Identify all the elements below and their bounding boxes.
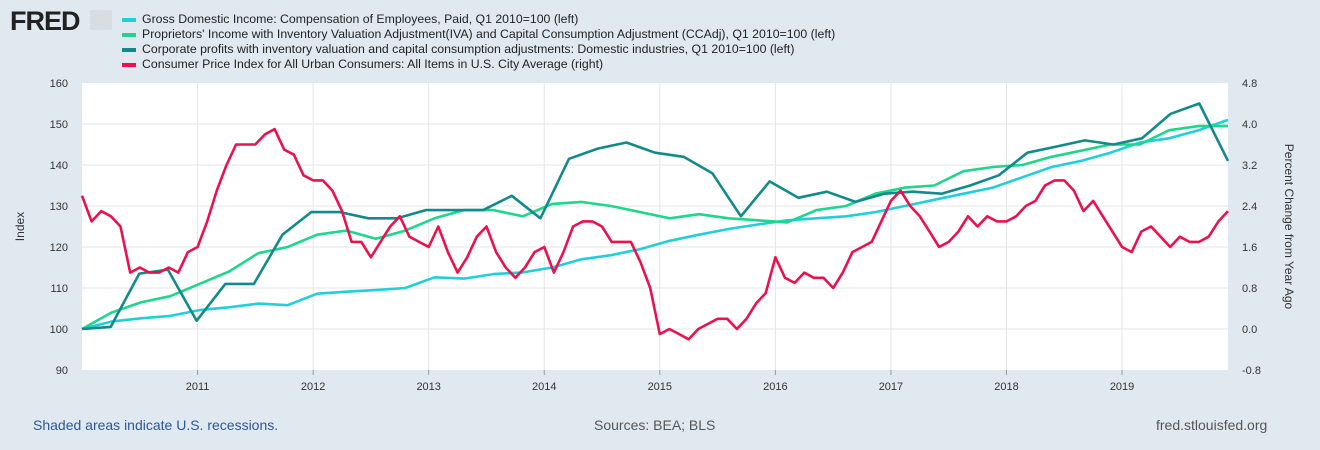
legend-swatch — [122, 32, 136, 37]
y-tick-label: 110 — [50, 283, 68, 295]
legend-label: Gross Domestic Income: Compensation of E… — [142, 12, 579, 26]
plot-area — [82, 83, 1228, 370]
y-axis-label: Index — [13, 212, 27, 241]
x-tick-label: 2017 — [879, 381, 903, 393]
y2-tick-label: 0.8 — [1242, 283, 1257, 295]
y2-tick-label: 4.0 — [1242, 119, 1257, 131]
y-tick-label: 90 — [56, 365, 68, 377]
legend-label: Corporate profits with inventory valuati… — [142, 42, 795, 56]
x-tick-label: 2018 — [994, 381, 1018, 393]
chart-logo-icon — [90, 10, 112, 30]
legend-item: Consumer Price Index for All Urban Consu… — [122, 57, 835, 72]
y2-tick-label: 0.0 — [1242, 324, 1257, 336]
y-tick-label: 100 — [50, 324, 68, 336]
x-tick-label: 2019 — [1110, 381, 1134, 393]
series-line-0 — [81, 118, 1229, 331]
x-tick-label: 2011 — [186, 381, 210, 393]
y2-tick-label: 2.4 — [1242, 201, 1257, 213]
recession-note-link[interactable]: Shaded areas indicate U.S. recessions. — [33, 417, 279, 433]
y-tick-label: 120 — [50, 242, 68, 254]
series-line-3 — [80, 127, 1229, 341]
x-tick-label: 2015 — [648, 381, 672, 393]
line-chart: 160 150 140 130 120 110 100 90 4.8 4.0 3.2 2.4 1.6 0.… — [13, 78, 1296, 393]
fred-logo[interactable]: FRED — [10, 6, 80, 36]
x-tick-label: 2016 — [763, 381, 787, 393]
x-tick-label: 2012 — [301, 381, 325, 393]
legend-label: Proprietors' Income with Inventory Valua… — [142, 27, 836, 41]
x-tick-label: 2014 — [532, 381, 556, 393]
site-link[interactable]: fred.stlouisfed.org — [1156, 417, 1268, 433]
legend-item: Corporate profits with inventory valuati… — [122, 42, 835, 57]
sources-text: Sources: BEA; BLS — [594, 417, 716, 433]
y2-tick-label: 1.6 — [1242, 242, 1257, 254]
y2-tick-label: -0.8 — [1242, 365, 1261, 377]
y-tick-label: 130 — [50, 201, 68, 213]
x-tick-label: 2013 — [416, 381, 440, 393]
legend-item: Gross Domestic Income: Compensation of E… — [122, 12, 835, 27]
y-tick-label: 140 — [50, 160, 68, 172]
legend-swatch — [122, 62, 136, 67]
legend-swatch — [122, 47, 136, 52]
legend: Gross Domestic Income: Compensation of E… — [122, 12, 835, 72]
legend-label: Consumer Price Index for All Urban Consu… — [142, 57, 604, 71]
series-line-2 — [81, 102, 1230, 331]
y-tick-label: 160 — [50, 78, 68, 90]
y2-tick-label: 4.8 — [1242, 78, 1257, 90]
y-tick-label: 150 — [50, 119, 68, 131]
y2-axis-label: Percent Change from Year Ago — [1282, 144, 1296, 310]
legend-swatch — [122, 17, 136, 22]
legend-item: Proprietors' Income with Inventory Valua… — [122, 27, 835, 42]
y2-tick-label: 3.2 — [1242, 160, 1257, 172]
